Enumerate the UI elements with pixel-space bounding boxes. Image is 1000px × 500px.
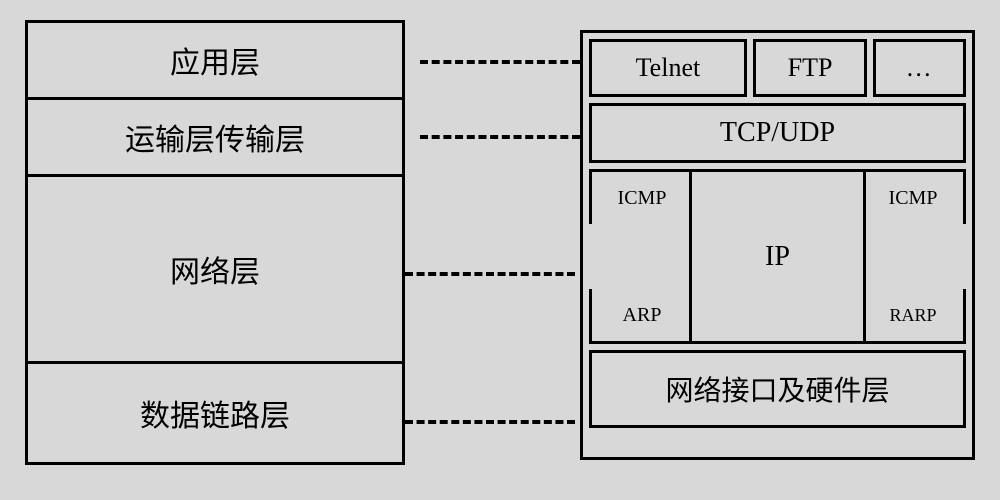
protocol-more: … xyxy=(873,39,966,97)
connector-transport xyxy=(420,135,580,139)
protocol-icmp-top-left: ICMP xyxy=(589,169,692,224)
protocol-hardware-layer: 网络接口及硬件层 xyxy=(589,350,966,428)
protocol-tcp-udp: TCP/UDP xyxy=(589,103,966,163)
protocol-icmp-top-right: ICMP xyxy=(863,169,966,224)
network-grid: IP ICMP ICMP ARP RARP xyxy=(589,169,966,344)
tcpip-layer-diagram: 应用层 运输层传输层 网络层 数据链路层 Telnet FTP … TCP/UD… xyxy=(25,20,975,465)
connector-datalink xyxy=(405,420,575,424)
network-protocols-row: IP ICMP ICMP ARP RARP xyxy=(589,169,966,344)
protocol-ip: IP xyxy=(689,169,866,344)
connector-application xyxy=(420,60,580,64)
conceptual-layer-stack: 应用层 运输层传输层 网络层 数据链路层 xyxy=(25,20,405,465)
protocol-telnet: Telnet xyxy=(589,39,747,97)
transport-protocols-row: TCP/UDP xyxy=(589,103,966,163)
protocol-rarp: RARP xyxy=(863,289,966,344)
application-protocols-row: Telnet FTP … xyxy=(589,39,966,97)
layer-network: 网络层 xyxy=(28,177,402,364)
protocol-stack: Telnet FTP … TCP/UDP IP ICMP ICMP ARP RA… xyxy=(580,30,975,460)
layer-transport: 运输层传输层 xyxy=(28,100,402,177)
layer-datalink: 数据链路层 xyxy=(28,364,402,462)
connector-network xyxy=(405,272,575,276)
protocol-arp: ARP xyxy=(589,289,692,344)
link-protocols-row: 网络接口及硬件层 xyxy=(589,350,966,428)
layer-application: 应用层 xyxy=(28,23,402,100)
protocol-ftp: FTP xyxy=(753,39,867,97)
